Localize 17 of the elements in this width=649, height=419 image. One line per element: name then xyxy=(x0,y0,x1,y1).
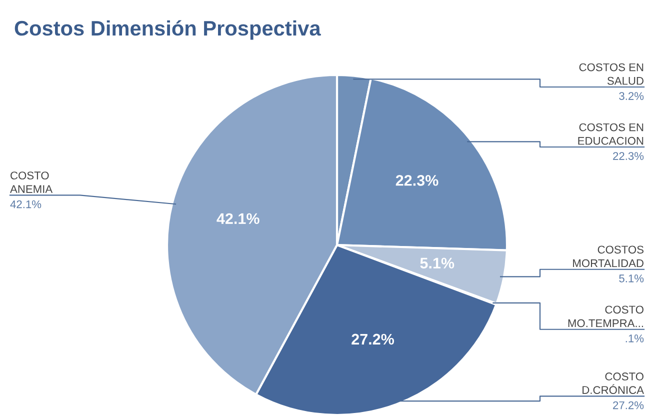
slice-label: COSTO D.CRÓNICA xyxy=(582,372,644,394)
data-label: .1% xyxy=(626,334,644,342)
data-label: 22.3% xyxy=(396,175,438,186)
data-label: 42.1% xyxy=(216,213,260,224)
text: 5.1% xyxy=(619,274,644,282)
text: 27.2% xyxy=(613,401,644,410)
slice-label: COSTOS EN EDUCACION xyxy=(578,123,644,145)
data-label: 3.2% xyxy=(619,92,644,100)
chart-title: Costos Dimensión Prospectiva xyxy=(14,20,321,40)
slice-label: COSTOS EN SALUD xyxy=(579,63,644,85)
data-label: 27.2% xyxy=(352,334,394,345)
text: 42.1% xyxy=(10,200,42,208)
slice-label: COSTO ANEMIA xyxy=(10,172,53,193)
text: 22.3% xyxy=(613,152,644,160)
data-label: 5.1% xyxy=(420,258,454,269)
slice-label: COSTO MO.TEMPRA... xyxy=(568,306,644,328)
slice-label: COSTOS MORTALIDAD xyxy=(573,246,644,268)
